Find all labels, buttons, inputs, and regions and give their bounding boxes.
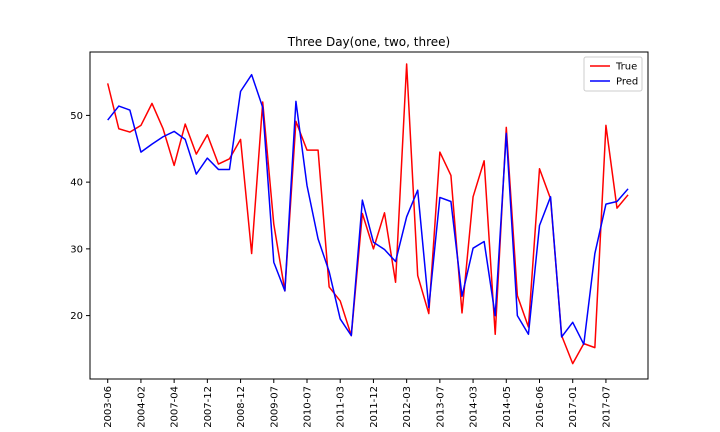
x-tick-label: 2014-05 bbox=[502, 386, 513, 428]
x-tick-label: 2012-03 bbox=[402, 386, 413, 428]
x-tick-label: 2010-07 bbox=[303, 386, 314, 428]
y-tick-label: 20 bbox=[70, 311, 83, 322]
x-tick-label: 2016-06 bbox=[535, 386, 546, 428]
x-tick-label: 2003-06 bbox=[103, 386, 114, 428]
series-layer bbox=[106, 63, 629, 365]
legend-label-pred: Pred bbox=[616, 77, 638, 88]
x-tick-label: 2007-04 bbox=[170, 386, 181, 428]
x-tick-label: 2009-07 bbox=[269, 386, 280, 428]
y-axis: 20 30 40 50 bbox=[70, 111, 90, 322]
x-tick-label: 2011-03 bbox=[336, 386, 347, 428]
x-tick-label: 2017-01 bbox=[568, 386, 579, 428]
x-tick-label: 2013-07 bbox=[435, 386, 446, 428]
series-line-true bbox=[106, 63, 629, 365]
y-tick-label: 50 bbox=[70, 111, 83, 122]
x-tick-label: 2008-12 bbox=[236, 386, 247, 428]
series-line-pred bbox=[107, 73, 629, 346]
legend-label-true: True bbox=[615, 62, 637, 73]
y-tick-label: 40 bbox=[70, 178, 83, 189]
x-axis: 2003-06 2004-02 2007-04 2007-12 2008-12 2009-… bbox=[103, 379, 612, 428]
legend: True Pred bbox=[583, 56, 643, 92]
plot-frame bbox=[89, 51, 649, 380]
y-tick-label: 30 bbox=[70, 244, 83, 255]
x-tick-label: 2014-03 bbox=[469, 386, 480, 428]
x-tick-label: 2017-07 bbox=[601, 386, 612, 428]
x-tick-label: 2004-02 bbox=[136, 386, 147, 428]
chart-title: Three Day(one, two, three) bbox=[287, 35, 450, 49]
x-tick-label: 2011-12 bbox=[369, 386, 380, 428]
x-tick-label: 2007-12 bbox=[203, 386, 214, 428]
